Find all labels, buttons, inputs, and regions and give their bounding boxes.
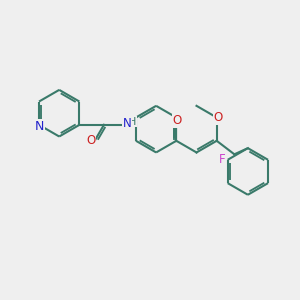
Text: O: O xyxy=(213,111,223,124)
Text: H: H xyxy=(128,117,136,127)
Text: O: O xyxy=(86,134,96,147)
Text: F: F xyxy=(219,153,226,166)
Text: O: O xyxy=(172,114,182,127)
Text: N: N xyxy=(122,117,131,130)
Text: N: N xyxy=(35,120,44,133)
